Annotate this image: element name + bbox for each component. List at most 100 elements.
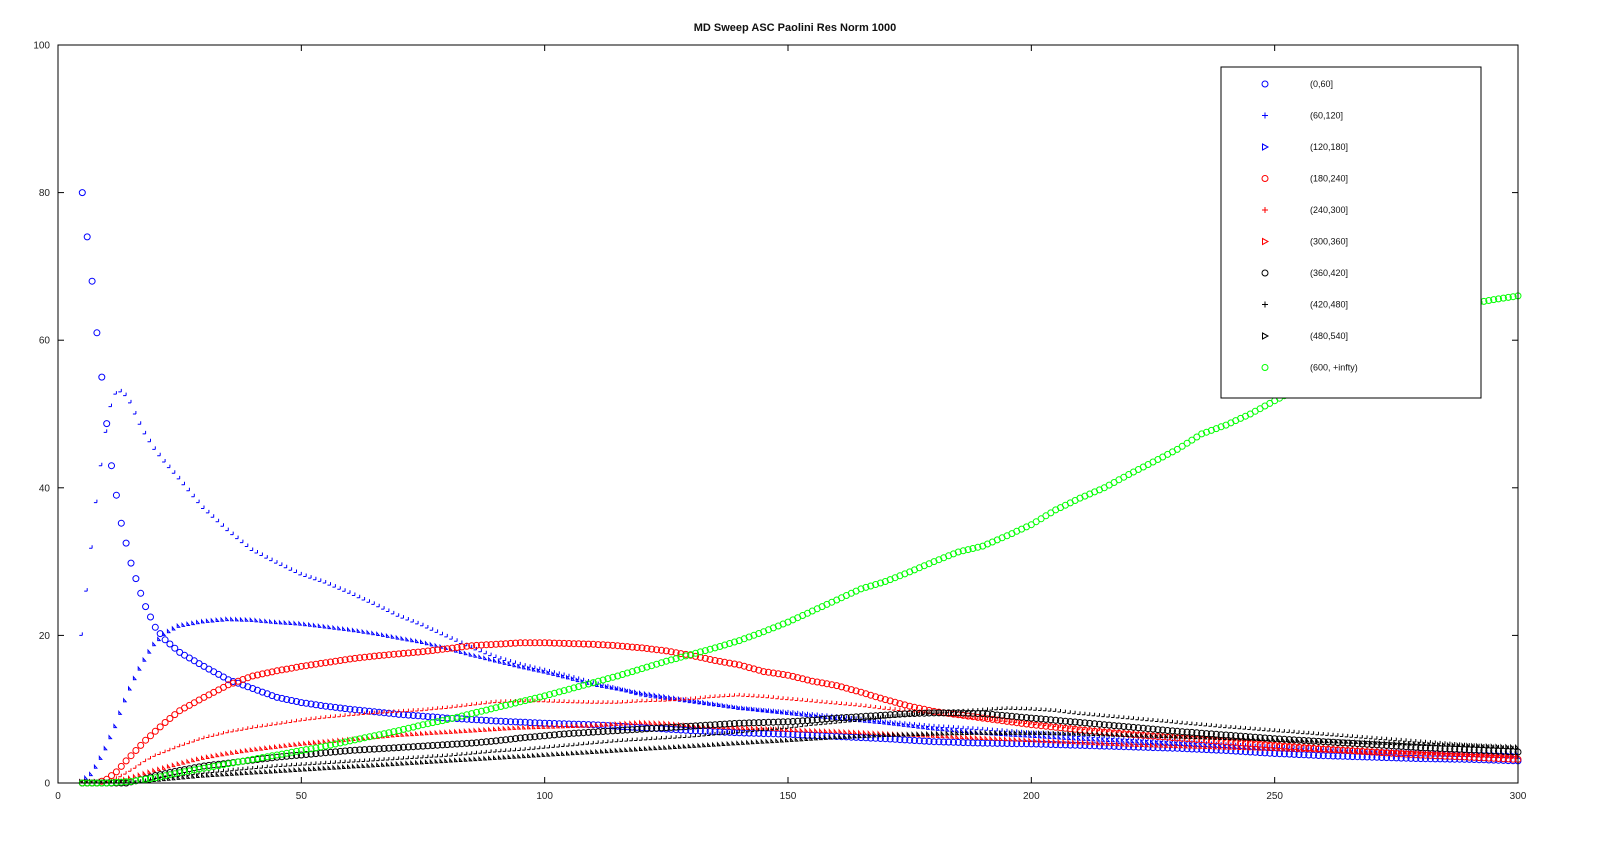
data-point — [492, 717, 500, 725]
data-point — [415, 638, 420, 644]
data-point — [745, 633, 753, 641]
data-point — [1125, 738, 1130, 743]
data-point — [716, 731, 721, 736]
data-point — [439, 631, 443, 636]
data-point — [974, 739, 982, 747]
data-point — [1096, 742, 1103, 750]
data-point — [1038, 707, 1042, 711]
data-point — [589, 679, 597, 687]
data-point — [376, 603, 380, 608]
data-point — [288, 748, 296, 756]
data-point — [741, 705, 746, 711]
data-point — [872, 581, 880, 588]
data-point — [658, 693, 663, 698]
data-point — [950, 550, 957, 558]
data-point — [1397, 742, 1405, 750]
data-point — [915, 709, 923, 717]
data-point — [687, 722, 695, 730]
data-point — [337, 625, 342, 631]
data-point — [478, 750, 482, 754]
data-point — [658, 736, 662, 740]
data-point — [930, 738, 938, 746]
data-point — [341, 747, 349, 755]
data-point — [308, 761, 312, 766]
data-point — [420, 730, 425, 736]
legend-label: (180,240] — [1310, 174, 1348, 184]
data-point — [809, 698, 813, 703]
data-point — [536, 745, 541, 750]
data-point — [1125, 732, 1130, 738]
data-point — [872, 730, 877, 736]
data-point — [1179, 720, 1183, 725]
data-point — [303, 621, 308, 627]
data-point — [1184, 740, 1189, 746]
data-point — [746, 725, 751, 730]
data-point — [1018, 713, 1026, 721]
data-point — [1042, 740, 1050, 748]
data-point — [157, 751, 161, 755]
data-point — [964, 739, 972, 747]
data-point — [561, 743, 565, 747]
data-point — [108, 462, 115, 470]
data-point — [672, 655, 680, 663]
data-point — [210, 753, 215, 759]
data-point — [1412, 740, 1417, 746]
data-point — [1339, 748, 1344, 754]
data-point — [668, 694, 673, 700]
data-point — [234, 677, 242, 685]
data-point — [516, 698, 524, 706]
data-point — [838, 734, 843, 740]
data-point — [1203, 744, 1208, 750]
data-point — [750, 665, 758, 673]
data-point — [1213, 744, 1218, 750]
data-point — [575, 683, 583, 691]
data-point — [137, 589, 145, 597]
data-point — [858, 718, 862, 722]
data-point — [434, 758, 439, 764]
data-point — [1461, 742, 1466, 748]
data-point — [195, 765, 203, 773]
data-point — [819, 728, 824, 733]
data-point — [171, 745, 176, 750]
data-point — [887, 714, 891, 719]
data-point — [225, 527, 229, 532]
data-point — [887, 720, 892, 726]
data-point — [482, 706, 490, 714]
data-point — [828, 734, 833, 740]
data-point — [444, 753, 448, 757]
data-point — [473, 750, 477, 755]
data-point — [497, 754, 502, 760]
data-point — [566, 750, 571, 756]
data-point — [449, 704, 453, 709]
data-point — [580, 749, 585, 755]
data-point — [458, 649, 463, 654]
data-point — [1495, 752, 1500, 758]
data-point — [945, 730, 950, 736]
data-point — [507, 700, 515, 708]
data-point — [1154, 742, 1159, 748]
data-point — [843, 733, 848, 739]
data-point — [288, 762, 293, 767]
data-point — [356, 712, 361, 716]
data-point — [210, 617, 215, 623]
data-point — [1237, 745, 1242, 751]
data-point — [731, 693, 735, 697]
data-point — [954, 548, 962, 556]
data-point — [429, 742, 437, 749]
data-point — [1115, 722, 1123, 730]
data-point — [273, 667, 281, 675]
data-point — [322, 659, 330, 667]
data-point — [1140, 738, 1145, 744]
data-point — [531, 752, 536, 758]
data-point — [1305, 747, 1310, 753]
data-point — [254, 550, 258, 554]
data-point — [390, 610, 395, 615]
data-point — [468, 710, 476, 718]
data-point — [1480, 742, 1485, 748]
data-point — [1485, 297, 1493, 304]
data-point — [263, 669, 271, 677]
data-point — [322, 702, 330, 710]
data-point — [414, 742, 422, 750]
data-point — [254, 617, 259, 623]
data-point — [600, 740, 604, 744]
